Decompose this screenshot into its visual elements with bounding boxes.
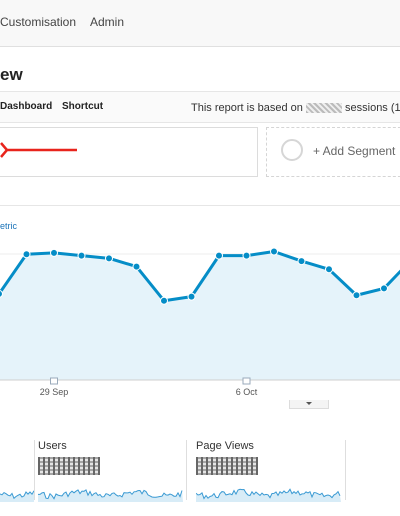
chart-data-point [105, 254, 113, 263]
dashboard-button[interactable]: Dashboard [0, 101, 53, 112]
chart-data-point [77, 251, 86, 260]
add-segment-button[interactable]: + Add Segment [266, 127, 400, 177]
x-axis-tick-label: 29 Sep [40, 387, 69, 397]
sparkline-divider [186, 440, 187, 500]
page-title: ew [0, 65, 23, 84]
nav-admin[interactable]: Admin [90, 15, 125, 29]
add-segment-label: + Add Segment [313, 144, 396, 158]
red-arrow-annotation [0, 142, 77, 158]
select-metric-link[interactable]: etric [0, 221, 18, 231]
sparkline-partial [0, 490, 34, 502]
chart-data-point [187, 292, 196, 301]
annotation-marker-icon [50, 377, 58, 385]
annotation-marker-icon [242, 377, 251, 385]
chart-data-point [215, 251, 223, 260]
sparkline-users [38, 489, 183, 502]
sparkline-page-views [196, 488, 341, 502]
sparkline-label-users[interactable]: Users [38, 440, 67, 452]
top-navigation: Customisation Admin [0, 0, 400, 47]
sampling-note: This report is based on sessions (10 [191, 102, 400, 114]
chart-data-point [0, 290, 3, 298]
chart-data-point [50, 248, 58, 257]
add-segment-circle-icon [281, 139, 303, 161]
obscured-users-value [38, 457, 100, 475]
sessions-chart: 29 Sep 6 Oct [0, 247, 400, 397]
sparkline-divider [34, 440, 35, 500]
obscured-session-count [305, 103, 342, 114]
chart-data-point [132, 262, 141, 271]
chart-data-point [325, 265, 333, 274]
chart-data-point [380, 284, 388, 293]
chart-dropdown-tab[interactable] [289, 400, 329, 409]
sparkline-label-page-views[interactable]: Page Views [196, 440, 254, 452]
sampling-note-prefix: This report is based on [191, 102, 306, 114]
segment-box[interactable] [0, 127, 258, 177]
sampling-note-suffix: sessions (10 [345, 102, 400, 114]
sparkline-line [196, 488, 341, 500]
sparkline-line [0, 490, 34, 500]
chevron-down-icon [306, 402, 312, 405]
shortcut-button[interactable]: Shortcut [62, 101, 104, 112]
report-panel: ew Dashboard Shortcut This report is bas… [0, 47, 400, 516]
chart-series-line [0, 250, 400, 303]
x-axis-tick-label: 6 Oct [236, 387, 258, 397]
chart-area: etric 29 Sep 6 Oct [0, 205, 400, 411]
obscured-page-views-value [196, 457, 258, 475]
chart-data-point [270, 247, 278, 256]
chart-data-point [22, 250, 31, 259]
nav-customisation[interactable]: Customisation [0, 15, 77, 29]
sparkline-line [38, 489, 183, 500]
chart-series-area [0, 251, 400, 380]
chart-data-point [242, 251, 251, 260]
sparkline-divider [345, 440, 346, 500]
chart-data-point [160, 296, 168, 305]
chart-data-point [297, 257, 306, 266]
chart-data-point [352, 291, 361, 300]
report-toolbar: Dashboard Shortcut This report is based … [0, 91, 400, 123]
